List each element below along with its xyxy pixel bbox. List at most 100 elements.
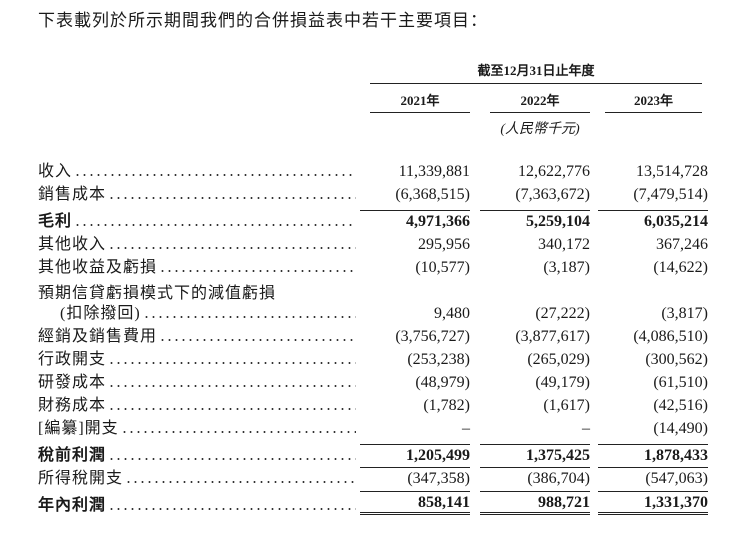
cell-value: (386,704) xyxy=(480,467,590,488)
cell-value: (1,617) xyxy=(543,397,590,414)
dot-leader xyxy=(74,173,356,177)
cell-value: 6,035,214 xyxy=(598,210,708,231)
cell-value: (1,782) xyxy=(423,397,470,414)
cell-value: (10,577) xyxy=(415,259,470,276)
table-row: 銷售成本 (6,368,515) (7,363,672) (7,479,514) xyxy=(38,180,710,206)
table-row: 研發成本 (48,979) (49,179) (61,510) xyxy=(38,368,710,394)
dot-leader xyxy=(159,269,356,273)
unit: (人民幣千元) xyxy=(500,122,580,137)
row-label-cont: (扣除撥回) xyxy=(38,299,143,323)
cell-value: (48,979) xyxy=(415,374,470,391)
row-label-line: 經銷及銷售費用 xyxy=(38,322,356,346)
cell-value: 1,375,425 xyxy=(480,444,590,465)
row-label-line: 年內利潤 xyxy=(38,491,356,515)
row-label-line: 稅前利潤 xyxy=(38,441,356,465)
cell-value: (27,222) xyxy=(535,305,590,322)
row-label: 年內利潤 xyxy=(38,491,109,515)
row-label: 財務成本 xyxy=(38,391,109,415)
dot-leader xyxy=(108,457,356,461)
row-label: 預期信貸虧損模式下的減值虧損 xyxy=(38,285,277,302)
cell-value: (42,516) xyxy=(653,397,708,414)
cell-value: (61,510) xyxy=(653,374,708,391)
row-label: 經銷及銷售費用 xyxy=(38,322,160,346)
row-label: 毛利 xyxy=(38,207,75,231)
table-row: 所得稅開支 (347,358) (386,704) (547,063) xyxy=(38,464,710,490)
cell-value: (4,086,510) xyxy=(633,328,708,345)
cell-value: 9,480 xyxy=(434,305,470,322)
cell-value: – xyxy=(462,420,470,437)
cell-value: 858,141 xyxy=(360,491,470,515)
dot-leader xyxy=(108,507,356,511)
table-row: 其他收益及虧損 (10,577) (3,187) (14,622) xyxy=(38,253,710,279)
row-label: 行政開支 xyxy=(38,345,109,369)
row-label: 稅前利潤 xyxy=(38,441,109,465)
table-row: 稅前利潤 1,205,499 1,375,425 1,878,433 xyxy=(38,441,710,467)
dot-leader xyxy=(74,223,356,227)
row-label-line: 其他收入 xyxy=(38,230,356,254)
cell-value: (253,238) xyxy=(407,351,470,368)
row-label-line: 銷售成本 xyxy=(38,180,356,204)
row-label-line: 收入 xyxy=(38,157,356,181)
cell-value: 1,878,433 xyxy=(598,444,708,465)
dot-leader xyxy=(108,196,356,200)
row-label-line: [編纂]開支 xyxy=(38,414,356,438)
year-header: 2022年 xyxy=(490,90,590,113)
year-header: 2021年 xyxy=(370,90,470,113)
intro: 下表載列於所示期間我們的合併損益表中若干主要項目： xyxy=(38,11,488,30)
row-label-line: 所得稅開支 xyxy=(38,464,356,488)
cell-value: (3,756,727) xyxy=(395,328,470,345)
cell-value: 11,339,881 xyxy=(398,163,470,180)
row-label-line: 其他收益及虧損 xyxy=(38,253,356,277)
cell-value: (6,368,515) xyxy=(395,186,470,203)
cell-value: 295,956 xyxy=(418,236,470,253)
row-label-line: 財務成本 xyxy=(38,391,356,415)
table-row: 預期信貸虧損模式下的減值虧損 (扣除撥回) 9,480 (27,222) (3,817) xyxy=(38,279,710,325)
table-row: 行政開支 (253,238) (265,029) (300,562) xyxy=(38,345,710,371)
dot-leader xyxy=(108,407,356,411)
table-row: 年內利潤 858,141 988,721 1,331,370 xyxy=(38,491,710,517)
cell-value: (3,187) xyxy=(543,259,590,276)
cell-value: (7,363,672) xyxy=(515,186,590,203)
table-row: 財務成本 (1,782) (1,617) (42,516) xyxy=(38,391,710,417)
dot-leader xyxy=(108,361,356,365)
row-label-line: 毛利 xyxy=(38,207,356,231)
cell-value: (347,358) xyxy=(360,467,470,488)
cell-value: 988,721 xyxy=(480,491,590,515)
row-label: 收入 xyxy=(38,157,75,181)
cell-value: 4,971,366 xyxy=(360,210,470,231)
year-header: 2023年 xyxy=(605,90,702,113)
cell-value: (547,063) xyxy=(598,467,708,488)
cell-value: – xyxy=(582,420,590,437)
cell-value: 12,622,776 xyxy=(518,163,590,180)
cell-value: (14,490) xyxy=(653,420,708,437)
dot-leader xyxy=(142,315,356,319)
table-row: 毛利 4,971,366 5,259,104 6,035,214 xyxy=(38,207,710,233)
dot-leader xyxy=(120,430,356,434)
cell-value: 367,246 xyxy=(656,236,708,253)
row-label: 其他收入 xyxy=(38,230,109,254)
cell-value: (49,179) xyxy=(535,374,590,391)
table-row: 其他收入 295,956 340,172 367,246 xyxy=(38,230,710,256)
cell-value: 13,514,728 xyxy=(636,163,708,180)
row-label-line: (扣除撥回) xyxy=(38,299,356,323)
dot-leader xyxy=(108,246,356,250)
row-label: [編纂]開支 xyxy=(38,414,121,438)
cell-value: (3,877,617) xyxy=(515,328,590,345)
table-body: 收入 11,339,881 12,622,776 13,514,728 銷售成本 (6,3… xyxy=(38,157,710,517)
table-row: 收入 11,339,881 12,622,776 13,514,728 xyxy=(38,157,710,183)
dot-leader xyxy=(125,480,356,484)
row-label: 所得稅開支 xyxy=(38,464,126,488)
row-label-line: 行政開支 xyxy=(38,345,356,369)
cell-value: (300,562) xyxy=(645,351,708,368)
row-label: 銷售成本 xyxy=(38,180,109,204)
cell-value: (7,479,514) xyxy=(633,186,708,203)
period-header: 截至12月31日止年度 xyxy=(370,60,702,84)
table-row: 經銷及銷售費用 (3,756,727) (3,877,617) (4,086,510) xyxy=(38,322,710,348)
cell-value: (265,029) xyxy=(527,351,590,368)
cell-value: 340,172 xyxy=(538,236,590,253)
row-label: 研發成本 xyxy=(38,368,109,392)
table-row: [編纂]開支 – – (14,490) xyxy=(38,414,710,440)
cell-value: 5,259,104 xyxy=(480,210,590,231)
cell-value: 1,331,370 xyxy=(598,491,708,515)
